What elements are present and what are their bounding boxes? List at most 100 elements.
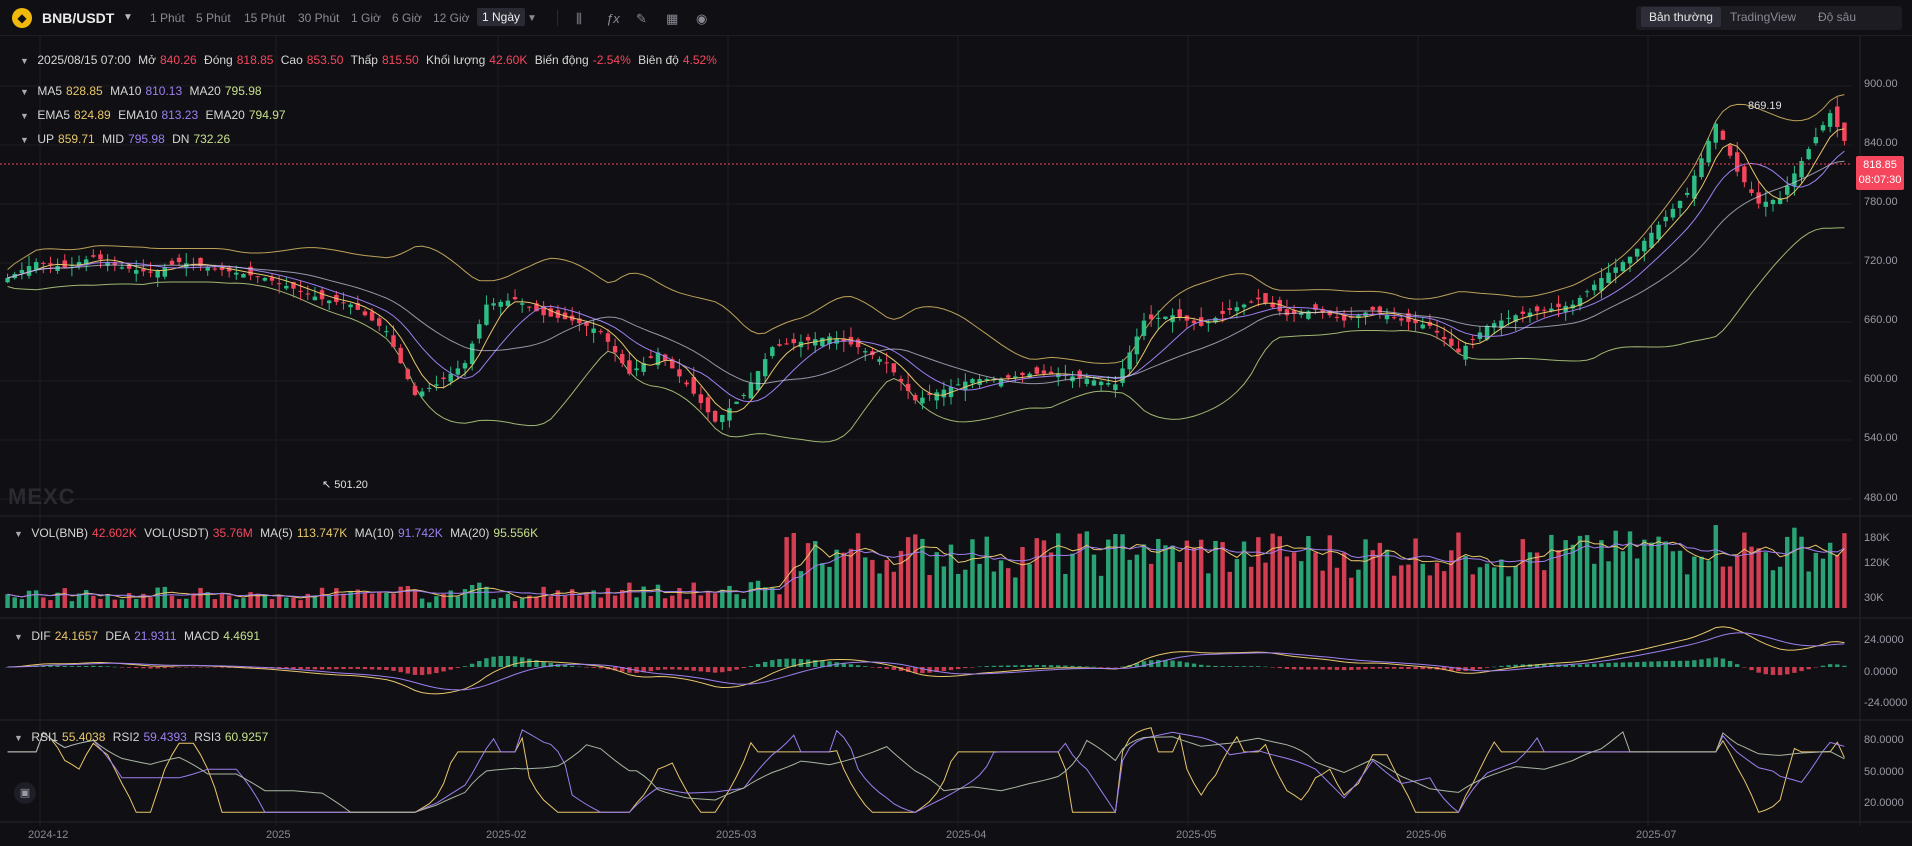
volume-bar <box>1735 555 1740 608</box>
draw-pencil-icon[interactable]: ✎ <box>636 11 647 26</box>
candle <box>1141 312 1147 341</box>
candle <box>298 280 303 301</box>
candle <box>1792 165 1797 196</box>
volume-legend[interactable]: ▼ VOL(BNB) 42.602K VOL(USDT) 35.76M MA(5) 1… <box>14 526 539 540</box>
candle-body <box>484 304 489 325</box>
candle <box>584 321 589 337</box>
macd-hist-bar <box>219 667 225 668</box>
tf-30m[interactable]: 30 Phút <box>298 11 340 25</box>
macd-hist-bar <box>541 661 546 667</box>
volume-bar <box>927 574 932 608</box>
chart-canvas[interactable] <box>0 36 1912 846</box>
tf-1m[interactable]: 1 Phút <box>150 11 185 25</box>
candle-body <box>348 304 353 308</box>
volume-bar <box>655 584 661 608</box>
macd-hist-bar <box>126 667 132 668</box>
candle-body <box>941 389 947 398</box>
tf-12h[interactable]: 12 Giờ <box>433 11 470 25</box>
macd-hist-bar <box>1184 662 1190 667</box>
time-tick: 2025 <box>266 829 291 841</box>
volume-bar <box>269 599 275 608</box>
macd-hist-bar <box>1477 667 1483 669</box>
candle-body <box>1041 370 1047 374</box>
candle-body <box>1577 297 1583 306</box>
volume-bar <box>484 586 489 608</box>
camera-icon[interactable]: ◉ <box>696 11 708 26</box>
candle <box>1534 304 1540 321</box>
volume-bar <box>1313 552 1318 608</box>
volume-bar <box>1813 552 1819 608</box>
candle-type-icon[interactable]: ⫼ <box>576 11 582 26</box>
symbol-title[interactable]: BNB/USDT <box>42 10 115 26</box>
time-tick: 2024-12 <box>28 829 69 841</box>
tf-1h[interactable]: 1 Giờ <box>351 11 381 25</box>
time-tick: 2025-07 <box>1636 829 1677 841</box>
candle <box>1634 248 1640 262</box>
volume-bar <box>1656 536 1661 608</box>
ema-legend[interactable]: ▼ EMA5 824.89 EMA10 813.23 EMA20 794.97 <box>20 108 286 122</box>
volume-bar <box>1241 541 1247 608</box>
volume-bar <box>1284 556 1290 608</box>
macd-hist-bar <box>1141 661 1147 667</box>
macd-legend[interactable]: ▼ DIF 24.1657 DEA 21.9311 MACD 4.4691 <box>14 629 260 643</box>
candle-body <box>727 408 732 421</box>
tf-1d[interactable]: 1 Ngày <box>477 8 526 26</box>
volume-bar <box>1763 552 1769 608</box>
macd-hist-bar <box>134 667 139 669</box>
macd-hist-bar <box>1234 666 1240 667</box>
volume-bar <box>712 593 718 608</box>
volume-bar <box>1670 551 1676 608</box>
candle-body <box>291 281 296 289</box>
view-depth[interactable]: Độ sâu <box>1818 10 1857 24</box>
ma-legend[interactable]: ▼ MA5 828.85 MA10 810.13 MA20 795.98 <box>20 84 262 98</box>
indicator-fx-icon[interactable]: ƒx <box>606 11 620 26</box>
volume-bar <box>1227 571 1232 608</box>
candle-body <box>1013 376 1018 379</box>
volume-bar <box>1527 552 1533 608</box>
volume-bar <box>448 590 453 608</box>
candle-body <box>662 354 668 361</box>
candle <box>627 351 632 376</box>
macd-hist-bar <box>1299 667 1304 670</box>
tf-5m[interactable]: 5 Phút <box>196 11 231 25</box>
volume-bar <box>1577 535 1583 608</box>
candle-body <box>1799 161 1804 178</box>
candle <box>491 297 496 310</box>
rsi-legend[interactable]: ▼ RSI1 55.4038 RSI2 59.4393 RSI3 60.9257 <box>14 730 269 744</box>
candle-body <box>1813 137 1819 144</box>
candle-body <box>1113 384 1118 391</box>
view-tradingview[interactable]: TradingView <box>1730 10 1797 24</box>
macd-hist-bar <box>1756 667 1761 673</box>
layout-grid-icon[interactable]: ▦ <box>666 11 679 26</box>
macd-hist-bar <box>398 667 403 673</box>
macd-hist-bar <box>405 667 411 674</box>
candle <box>727 399 732 428</box>
chevron-down-icon[interactable]: ▼ <box>123 12 133 23</box>
macd-hist-bar <box>1063 665 1068 667</box>
macd-hist-bar <box>1542 664 1547 667</box>
tf-15m[interactable]: 15 Phút <box>244 11 286 25</box>
candle-body <box>91 255 96 257</box>
candle <box>541 301 546 323</box>
candle-body <box>1277 299 1283 312</box>
macd-hist-bar <box>505 655 511 667</box>
candle-body <box>684 382 689 385</box>
chevron-down-icon: ▼ <box>14 529 23 539</box>
candle-body <box>1148 314 1154 320</box>
macd-hist-bar <box>1642 661 1647 667</box>
candle-body <box>748 383 754 399</box>
macd-hist-bar <box>1356 667 1361 670</box>
candle-body <box>212 268 218 270</box>
timeframe-more-chevron-icon[interactable]: ▼ <box>527 13 537 24</box>
candle-body <box>162 267 168 277</box>
macd-hist-bar <box>1220 666 1225 667</box>
macd-hist-bar <box>1084 666 1090 667</box>
tf-6h[interactable]: 6 Giờ <box>392 11 422 25</box>
volume-bar <box>1799 536 1804 608</box>
calendar-icon[interactable]: ▣ <box>14 782 36 804</box>
candle-body <box>198 257 203 267</box>
volume-bar <box>1677 550 1683 608</box>
view-basic[interactable]: Bản thường <box>1641 7 1721 27</box>
boll-legend[interactable]: ▼ UP 859.71 MID 795.98 DN 732.26 <box>20 132 231 146</box>
time-tick: 2025-03 <box>716 829 757 841</box>
